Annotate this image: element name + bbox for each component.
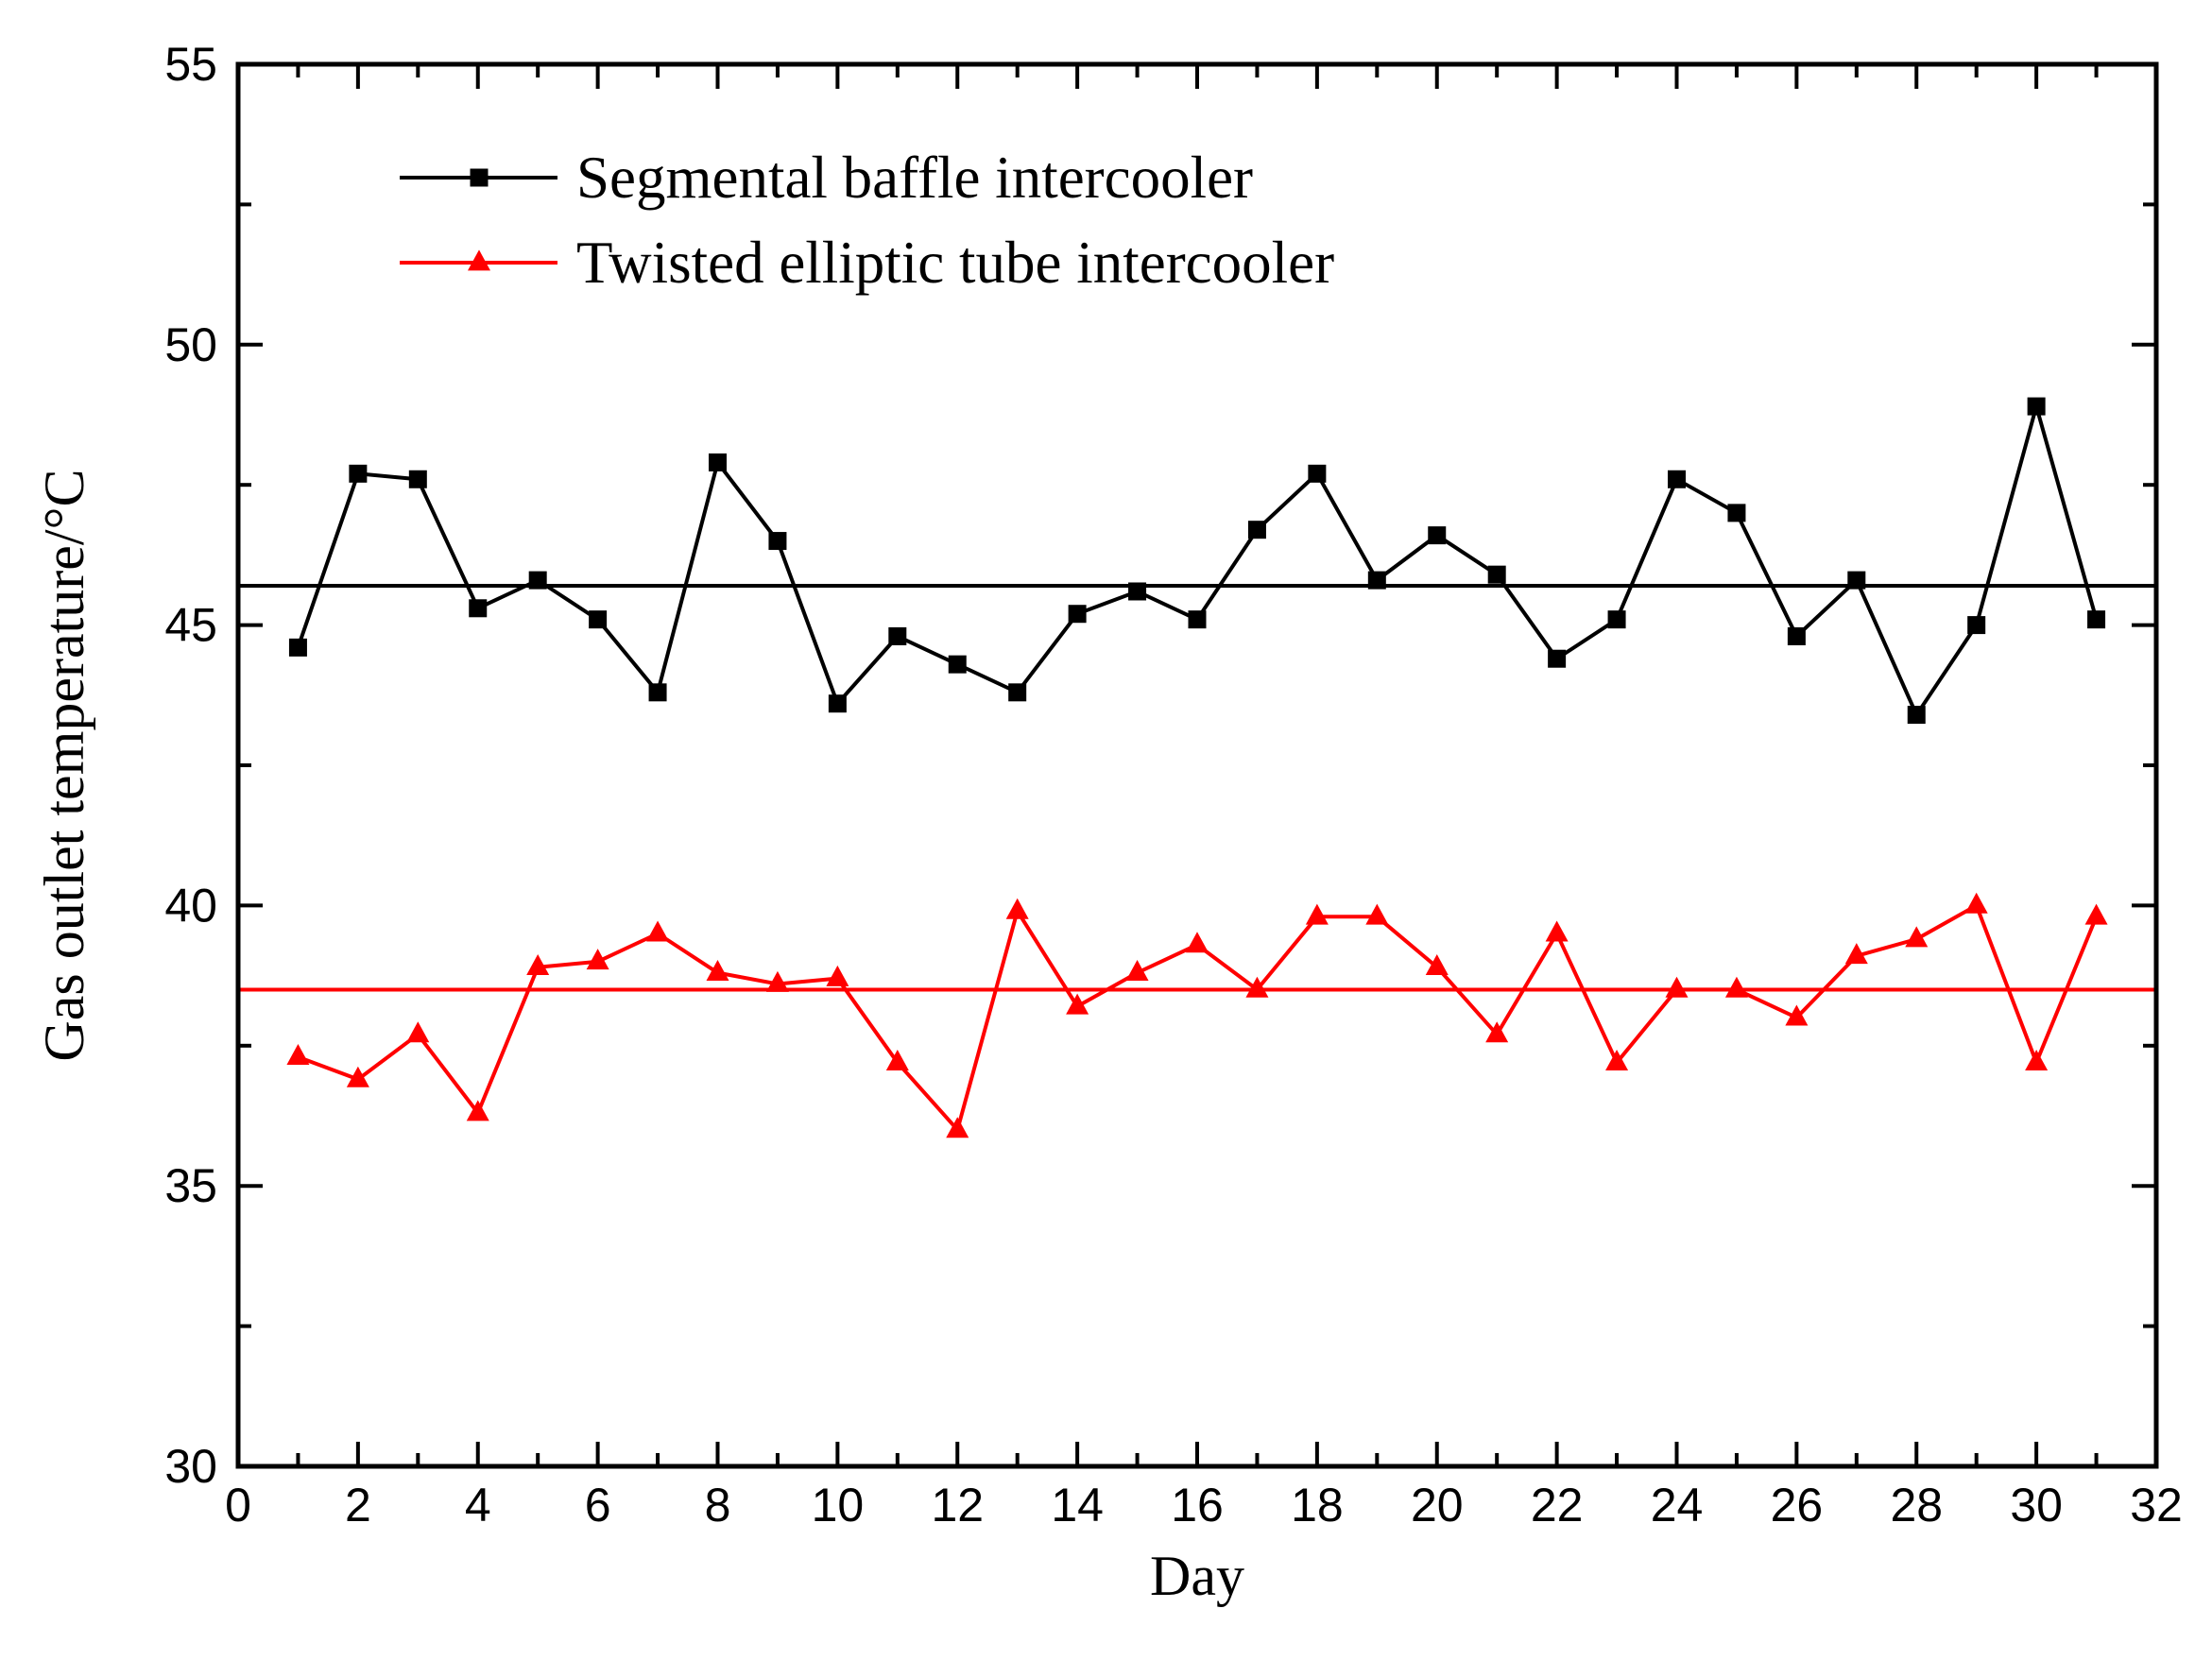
series-2-point — [466, 1100, 489, 1121]
x-tick-label: 26 — [1771, 1479, 1824, 1532]
series-2-point — [885, 1049, 909, 1070]
y-tick-label: 55 — [164, 38, 217, 91]
series-2-point — [406, 1021, 430, 1043]
series-1-point — [1967, 616, 1986, 635]
x-axis-title: Day — [1150, 1545, 1244, 1607]
legend: Segmental baffle intercooler Twisted elli… — [400, 145, 1334, 296]
series-1-point — [408, 470, 427, 488]
x-tick-label: 30 — [2010, 1479, 2063, 1532]
x-tick-label: 0 — [225, 1479, 251, 1532]
series-2-point — [1186, 932, 1209, 953]
series-2-point — [1665, 976, 1689, 998]
series-1-point — [1668, 470, 1686, 488]
series-2-point — [1485, 1021, 1509, 1043]
series-1-point — [1068, 605, 1087, 624]
series-1-point — [589, 610, 608, 629]
x-tick-label: 28 — [1890, 1479, 1943, 1532]
y-tick-label: 50 — [164, 318, 217, 371]
series-1-point — [528, 571, 547, 590]
x-tick-label: 4 — [465, 1479, 491, 1532]
y-tick-label: 35 — [164, 1159, 217, 1212]
series-1-point — [349, 464, 368, 483]
series-1-point — [1247, 521, 1266, 539]
series-1-point — [1907, 706, 1926, 725]
series-1-point — [1548, 649, 1567, 668]
series-2-point — [1724, 976, 1748, 998]
series-layer — [238, 397, 2156, 1138]
x-tick-label: 10 — [812, 1479, 865, 1532]
axis-layer: 0 2 4 6 8 10 12 14 16 18 20 22 24 26 28 30 3230354045505… — [164, 38, 2182, 1532]
series-2 — [238, 892, 2156, 1138]
series-2-point — [1785, 1004, 1809, 1026]
series-1-point — [1008, 683, 1027, 702]
y-tick-label: 45 — [164, 599, 217, 652]
series-2-point — [1125, 959, 1149, 981]
x-tick-label: 6 — [585, 1479, 611, 1532]
series-2-point — [706, 959, 729, 981]
y-tick-label: 40 — [164, 879, 217, 932]
series-1-point — [1787, 626, 1806, 645]
series-1-point — [2087, 610, 2106, 629]
x-tick-label: 20 — [1411, 1479, 1464, 1532]
series-2-point — [1605, 1049, 1629, 1070]
x-tick-label: 2 — [345, 1479, 371, 1532]
series-1-point — [1607, 610, 1626, 629]
series-2-point — [1066, 993, 1089, 1015]
series-2-point — [765, 970, 789, 992]
series-2-point — [1005, 898, 1029, 919]
legend-label-1: Segmental baffle intercooler — [576, 145, 1253, 211]
series-1-line — [296, 399, 2099, 719]
series-2-point — [1964, 892, 1988, 914]
series-2-point — [2025, 1049, 2049, 1070]
series-2-point — [646, 920, 670, 942]
x-tick-label: 8 — [705, 1479, 731, 1532]
series-1-point — [1188, 610, 1207, 629]
y-axis-title: Gas outlet temperature/°C — [33, 469, 95, 1061]
legend-marker-1 — [470, 168, 489, 187]
series-1-point — [828, 694, 847, 713]
series-1-point — [888, 626, 907, 645]
series-2-point — [1844, 943, 1868, 965]
x-tick-label: 12 — [931, 1479, 984, 1532]
legend-marker-2 — [468, 249, 490, 271]
series-2-point — [1365, 903, 1389, 925]
series-1-point — [768, 532, 787, 551]
x-tick-label: 32 — [2130, 1479, 2183, 1532]
x-tick-label: 14 — [1051, 1479, 1104, 1532]
series-2-point — [1545, 920, 1569, 942]
series-1-point — [2027, 397, 2046, 416]
series-1-point — [1128, 582, 1147, 601]
series-1-point — [948, 655, 967, 674]
y-tick-label: 30 — [164, 1440, 217, 1493]
series-2-point — [826, 965, 849, 986]
series-2-point — [526, 954, 550, 976]
x-tick-label: 24 — [1651, 1479, 1704, 1532]
series-2-point — [1905, 926, 1929, 948]
x-tick-label: 18 — [1291, 1479, 1344, 1532]
legend-label-2: Twisted elliptic tube intercooler — [576, 230, 1334, 296]
series-1-point — [1428, 526, 1447, 545]
series-1-point — [288, 638, 307, 657]
series-1-point — [1308, 464, 1327, 483]
series-1-point — [1367, 571, 1386, 590]
series-2-point — [1305, 903, 1329, 925]
x-tick-label: 22 — [1531, 1479, 1584, 1532]
series-2-point — [346, 1066, 369, 1087]
series-1 — [238, 397, 2156, 725]
series-1-point — [648, 683, 667, 702]
series-1-point — [1847, 571, 1866, 590]
series-2-point — [1425, 954, 1449, 976]
series-1-point — [1487, 565, 1506, 584]
series-1-point — [709, 453, 727, 471]
series-2-point — [946, 1117, 969, 1138]
series-2-point — [286, 1044, 310, 1066]
series-1-point — [1727, 504, 1746, 522]
x-tick-label: 16 — [1171, 1479, 1224, 1532]
series-2-point — [586, 949, 609, 970]
series-2-point — [1245, 976, 1269, 998]
series-1-point — [469, 599, 488, 618]
series-2-point — [2084, 903, 2108, 925]
